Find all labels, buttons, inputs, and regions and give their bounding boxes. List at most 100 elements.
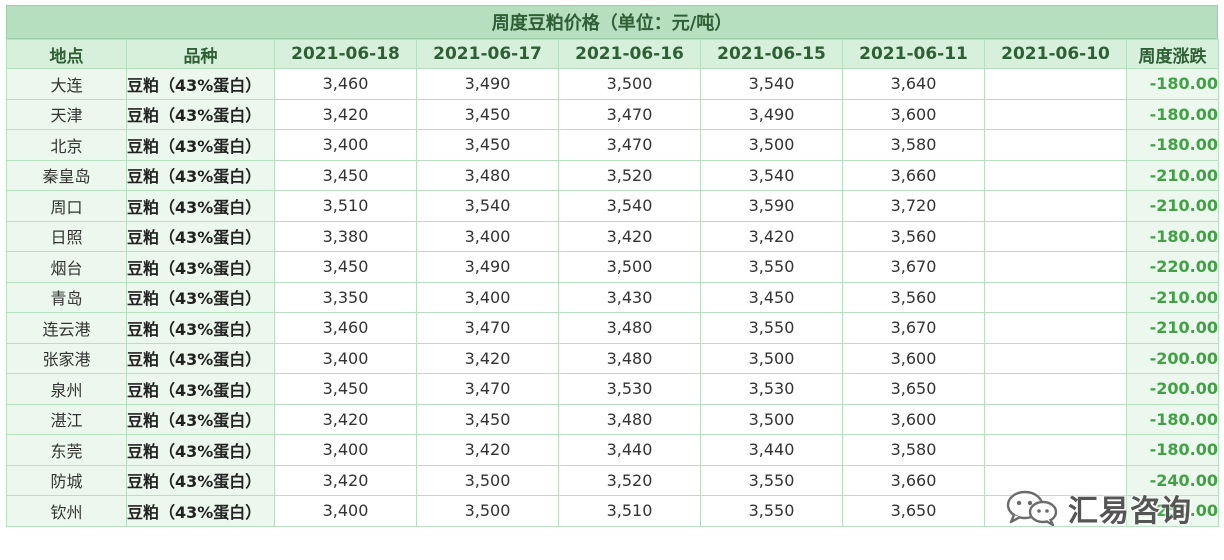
price-cell-empty bbox=[984, 434, 1127, 466]
price-cell: 3,450 bbox=[700, 281, 843, 313]
variety-cell: 豆粕（43%蛋白） bbox=[126, 251, 275, 283]
price-cell: 3,550 bbox=[700, 464, 843, 496]
table-row: 日照 豆粕（43%蛋白） 3,380 3,400 3,420 3,420 3,560 -180… bbox=[6, 220, 1219, 252]
price-cell: 3,540 bbox=[416, 190, 559, 222]
location-cell: 天津 bbox=[6, 98, 127, 130]
location-cell: 北京 bbox=[6, 129, 127, 161]
table-row: 大连 豆粕（43%蛋白） 3,460 3,490 3,500 3,540 3,640 -180… bbox=[6, 68, 1219, 100]
price-cell-empty bbox=[984, 68, 1127, 100]
header-date: 2021-06-15 bbox=[700, 39, 843, 69]
price-cell: 3,640 bbox=[842, 68, 985, 100]
header-weekly-change: 周度涨跌 bbox=[1126, 39, 1219, 69]
location-cell: 周口 bbox=[6, 190, 127, 222]
price-cell: 3,650 bbox=[842, 373, 985, 405]
location-cell: 张家港 bbox=[6, 342, 127, 374]
price-cell: 3,480 bbox=[558, 403, 701, 435]
weekly-change-cell: -180.00 bbox=[1126, 220, 1219, 252]
price-cell: 3,490 bbox=[416, 251, 559, 283]
price-cell: 3,580 bbox=[842, 434, 985, 466]
header-date: 2021-06-17 bbox=[416, 39, 559, 69]
price-cell: 3,510 bbox=[558, 495, 701, 527]
table-row: 钦州 豆粕（43%蛋白） 3,400 3,500 3,510 3,550 3,650 -250… bbox=[6, 495, 1219, 527]
price-cell: 3,420 bbox=[274, 403, 417, 435]
price-cell: 3,460 bbox=[274, 312, 417, 344]
table-row: 周口 豆粕（43%蛋白） 3,510 3,540 3,540 3,590 3,720 -210… bbox=[6, 190, 1219, 222]
price-cell: 3,520 bbox=[558, 159, 701, 191]
price-cell: 3,560 bbox=[842, 281, 985, 313]
table-row: 青岛 豆粕（43%蛋白） 3,350 3,400 3,430 3,450 3,560 -210… bbox=[6, 281, 1219, 313]
price-cell: 3,400 bbox=[274, 342, 417, 374]
price-cell: 3,650 bbox=[842, 495, 985, 527]
price-cell: 3,670 bbox=[842, 312, 985, 344]
price-cell: 3,400 bbox=[274, 495, 417, 527]
price-cell: 3,400 bbox=[274, 129, 417, 161]
variety-cell: 豆粕（43%蛋白） bbox=[126, 159, 275, 191]
variety-cell: 豆粕（43%蛋白） bbox=[126, 403, 275, 435]
variety-cell: 豆粕（43%蛋白） bbox=[126, 98, 275, 130]
price-cell: 3,510 bbox=[274, 190, 417, 222]
price-cell: 3,470 bbox=[416, 373, 559, 405]
price-cell-empty bbox=[984, 159, 1127, 191]
location-cell: 湛江 bbox=[6, 403, 127, 435]
price-cell: 3,440 bbox=[700, 434, 843, 466]
table-body: 大连 豆粕（43%蛋白） 3,460 3,490 3,500 3,540 3,640 -180… bbox=[6, 68, 1219, 527]
price-cell-empty bbox=[984, 403, 1127, 435]
weekly-change-cell: -210.00 bbox=[1126, 159, 1219, 191]
price-cell: 3,400 bbox=[274, 434, 417, 466]
price-cell: 3,550 bbox=[700, 251, 843, 283]
location-cell: 连云港 bbox=[6, 312, 127, 344]
price-cell: 3,400 bbox=[416, 220, 559, 252]
variety-cell: 豆粕（43%蛋白） bbox=[126, 68, 275, 100]
price-cell: 3,440 bbox=[558, 434, 701, 466]
price-cell: 3,450 bbox=[274, 159, 417, 191]
table-row: 秦皇岛 豆粕（43%蛋白） 3,450 3,480 3,520 3,540 3,660 -21… bbox=[6, 159, 1219, 191]
price-cell: 3,660 bbox=[842, 159, 985, 191]
header-location: 地点 bbox=[6, 39, 127, 69]
price-cell-empty bbox=[984, 464, 1127, 496]
location-cell: 秦皇岛 bbox=[6, 159, 127, 191]
price-cell: 3,420 bbox=[416, 434, 559, 466]
price-cell-empty bbox=[984, 220, 1127, 252]
price-cell: 3,550 bbox=[700, 495, 843, 527]
price-cell: 3,540 bbox=[700, 68, 843, 100]
variety-cell: 豆粕（43%蛋白） bbox=[126, 342, 275, 374]
price-cell-empty bbox=[984, 281, 1127, 313]
price-cell: 3,420 bbox=[274, 98, 417, 130]
weekly-change-cell: -200.00 bbox=[1126, 342, 1219, 374]
price-table-container: 周度豆粕价格（单位：元/吨） 地点 品种 2021-06-18 2021-06-… bbox=[6, 5, 1219, 527]
price-cell: 3,450 bbox=[274, 373, 417, 405]
price-cell: 3,540 bbox=[700, 159, 843, 191]
location-cell: 大连 bbox=[6, 68, 127, 100]
price-cell: 3,500 bbox=[416, 464, 559, 496]
price-cell: 3,560 bbox=[842, 220, 985, 252]
location-cell: 青岛 bbox=[6, 281, 127, 313]
price-cell: 3,380 bbox=[274, 220, 417, 252]
price-cell: 3,450 bbox=[274, 251, 417, 283]
price-cell: 3,480 bbox=[558, 342, 701, 374]
price-cell: 3,450 bbox=[416, 129, 559, 161]
price-cell-empty bbox=[984, 129, 1127, 161]
price-cell-empty bbox=[984, 342, 1127, 374]
weekly-change-cell: -180.00 bbox=[1126, 434, 1219, 466]
header-date: 2021-06-18 bbox=[274, 39, 417, 69]
weekly-change-cell: -210.00 bbox=[1126, 190, 1219, 222]
watermark: 汇易咨询 bbox=[1004, 486, 1192, 530]
variety-cell: 豆粕（43%蛋白） bbox=[126, 495, 275, 527]
price-cell: 3,420 bbox=[416, 342, 559, 374]
price-cell: 3,490 bbox=[416, 68, 559, 100]
weekly-change-cell: -200.00 bbox=[1126, 373, 1219, 405]
location-cell: 日照 bbox=[6, 220, 127, 252]
price-cell: 3,470 bbox=[558, 98, 701, 130]
location-cell: 泉州 bbox=[6, 373, 127, 405]
price-cell: 3,500 bbox=[700, 129, 843, 161]
price-cell: 3,520 bbox=[558, 464, 701, 496]
price-cell: 3,720 bbox=[842, 190, 985, 222]
location-cell: 钦州 bbox=[6, 495, 127, 527]
price-cell: 3,670 bbox=[842, 251, 985, 283]
location-cell: 防城 bbox=[6, 464, 127, 496]
weekly-change-cell: -210.00 bbox=[1126, 312, 1219, 344]
weekly-change-cell: -180.00 bbox=[1126, 129, 1219, 161]
header-row: 地点 品种 2021-06-18 2021-06-17 2021-06-16 2… bbox=[6, 39, 1219, 69]
table-title: 周度豆粕价格（单位：元/吨） bbox=[6, 5, 1218, 39]
weekly-change-cell: -220.00 bbox=[1126, 251, 1219, 283]
